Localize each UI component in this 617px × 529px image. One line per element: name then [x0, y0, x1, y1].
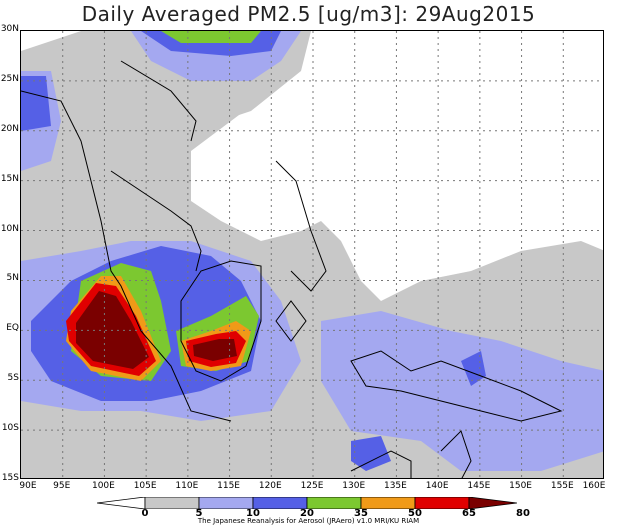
- contour-green-north: [161, 31, 261, 43]
- latitude-label: 10S: [1, 423, 19, 434]
- longitude-label: 115E: [217, 481, 240, 491]
- colorbar-segment: [144, 497, 200, 509]
- colorbar-tick-label: 50: [408, 508, 422, 519]
- colorbar-segment: [252, 497, 308, 509]
- latitude-label: 25N: [0, 73, 19, 84]
- longitude-label: 95E: [53, 481, 71, 491]
- longitude-label: 125E: [300, 481, 324, 491]
- contour-darkred-2: [193, 339, 237, 361]
- pm25-contours: [21, 31, 603, 478]
- colorbar-tick-label: 80: [516, 508, 530, 519]
- contour-lightblue-east: [321, 311, 603, 471]
- longitude-label: 105E: [133, 481, 157, 491]
- colorbar-tick-label: 20: [300, 508, 314, 519]
- longitude-label: 140E: [425, 481, 449, 491]
- longitude-label: 130E: [342, 481, 366, 491]
- latitude-label: 5S: [7, 373, 19, 384]
- map-panel: [20, 30, 604, 479]
- colorbar-segment: [198, 497, 254, 509]
- longitude-label: 135E: [383, 481, 407, 491]
- latitude-label: EQ: [6, 323, 19, 334]
- latitude-label: 15N: [0, 173, 19, 184]
- longitude-label: 145E: [467, 481, 491, 491]
- contour-blue-nw: [21, 76, 51, 131]
- pm25-colorbar: [97, 497, 517, 509]
- colorbar-tick-label: 5: [195, 508, 203, 519]
- colorbar-tick-label: 10: [246, 508, 260, 519]
- colorbar-segment: [414, 497, 470, 509]
- colorbar-tick-label: 65: [462, 508, 476, 519]
- latitude-label: 10N: [0, 223, 19, 234]
- colorbar-segment: [97, 497, 146, 509]
- longitude-label: 90E: [19, 481, 37, 491]
- colorbar-tick-label: 35: [354, 508, 368, 519]
- colorbar-segment: [306, 497, 362, 509]
- latitude-label: 20N: [0, 123, 19, 134]
- longitude-label: 155E: [550, 481, 574, 491]
- latitude-label: 30N: [0, 24, 19, 34]
- colorbar-tick-label: 0: [141, 508, 149, 519]
- longitude-label: 160E: [582, 481, 606, 491]
- map-title: Daily Averaged PM2.5 [ug/m3]: 29Aug2015: [81, 2, 536, 26]
- contour-blue-south: [351, 436, 391, 471]
- colorbar-segment: [468, 497, 517, 509]
- coastlines: [21, 60, 563, 478]
- latitude-label: 15S: [1, 473, 19, 483]
- map-gridlines: [21, 31, 603, 478]
- colorbar-segment: [360, 497, 416, 509]
- contour-blue-png: [461, 351, 486, 386]
- data-credit: The Japanese Reanalysis for Aerosol (JRA…: [197, 517, 420, 525]
- pm25-map: [21, 31, 603, 478]
- longitude-label: 110E: [175, 481, 199, 491]
- longitude-label: 120E: [258, 481, 282, 491]
- longitude-label: 150E: [509, 481, 532, 491]
- latitude-label: 5N: [6, 273, 19, 284]
- longitude-label: 100E: [91, 481, 115, 491]
